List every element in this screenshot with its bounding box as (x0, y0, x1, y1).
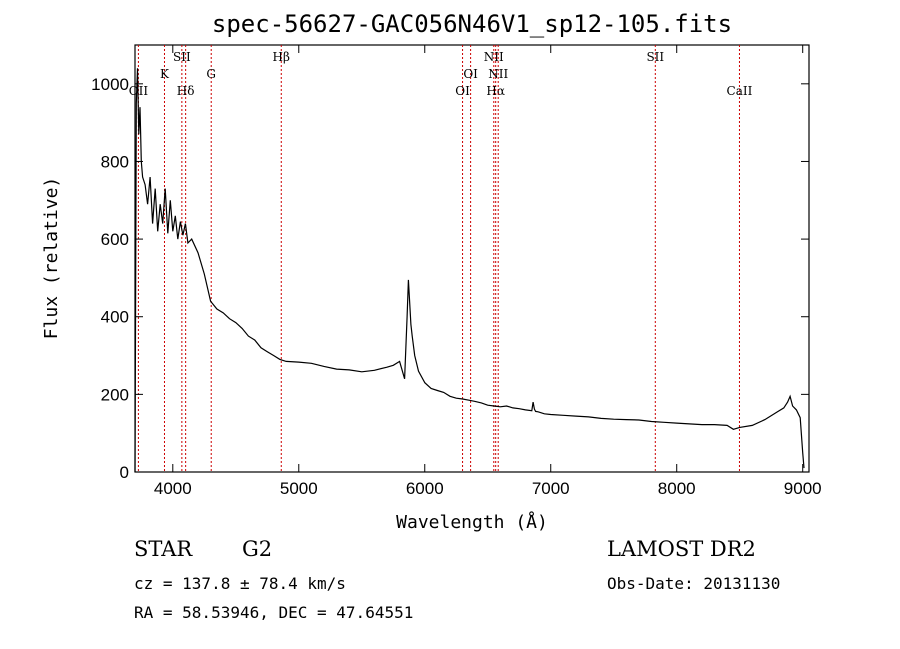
y-tick-label: 600 (101, 230, 129, 249)
x-tick-label: 5000 (280, 479, 318, 498)
emission-line-label: CaII (727, 84, 753, 98)
x-tick-label: 6000 (406, 479, 444, 498)
x-tick-label: 4000 (154, 479, 192, 498)
obs-date: Obs-Date: 20131130 (607, 574, 781, 593)
emission-line-label: NII (484, 50, 504, 64)
spectrum-line (134, 68, 805, 473)
emission-line-label: SII (173, 50, 191, 64)
emission-line-label: Hβ (273, 50, 290, 64)
emission-line-label: K (160, 67, 170, 81)
y-tick-label: 800 (101, 152, 129, 171)
emission-line-label: Hα (486, 84, 505, 98)
subclass: G2 (242, 537, 273, 561)
chart-title: spec-56627-GAC056N46V1_sp12-105.fits (212, 10, 732, 38)
emission-line-label: NII (488, 67, 508, 81)
plot-frame (134, 44, 810, 473)
object-class: STAR (134, 537, 193, 561)
y-axis-label: Flux (relative) (41, 177, 62, 340)
emission-line-label: SII (646, 50, 664, 64)
axes: 4000 5000 6000 7000 8000 9000 0 200 400 600 800 100… (91, 45, 822, 498)
emission-line-label: OI (463, 67, 478, 81)
x-axis-label: Wavelength (Å) (396, 511, 548, 533)
emission-line-label: G (206, 67, 216, 81)
emission-line-label: OI (455, 84, 470, 98)
emission-line-label: Hδ (177, 84, 195, 98)
redshift-text: cz = 137.8 ± 78.4 km/s (134, 574, 346, 593)
x-tick-label: 9000 (784, 479, 822, 498)
x-tick-label: 7000 (532, 479, 570, 498)
y-tick-label: 200 (101, 385, 129, 404)
coordinates: RA = 58.53946, DEC = 47.64551 (134, 603, 414, 622)
survey-name: LAMOST DR2 (607, 537, 756, 561)
y-tick-label: 1000 (91, 75, 129, 94)
x-tick-label: 8000 (658, 479, 696, 498)
y-tick-label: 0 (120, 463, 129, 482)
y-tick-label: 400 (101, 308, 129, 327)
